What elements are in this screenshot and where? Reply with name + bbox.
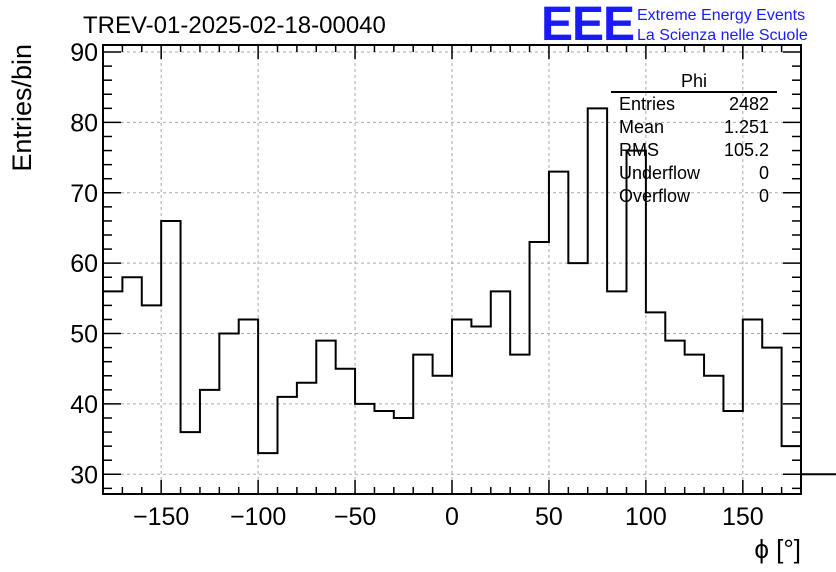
stats-label: Mean: [619, 117, 664, 137]
stats-value: 2482: [729, 94, 769, 114]
logo-line-2: La Scienza nelle Scuole: [637, 27, 808, 44]
x-tick-label: −150: [133, 503, 189, 531]
x-tick-label: 150: [722, 503, 764, 531]
stats-value: 105.2: [724, 140, 769, 160]
logo-line-1: Extreme Energy Events: [637, 7, 805, 24]
stats-label: Overflow: [619, 186, 691, 206]
stats-value: 0: [759, 186, 769, 206]
histogram-series: [103, 107, 836, 476]
y-tick-label: 90: [70, 39, 98, 67]
grid: [103, 45, 801, 494]
stats-value: 0: [759, 163, 769, 183]
y-tick-label: 30: [70, 461, 98, 489]
axis-ticks: [102, 45, 802, 494]
stats-value: 1.251: [724, 117, 769, 137]
x-tick-label: 0: [445, 503, 459, 531]
stats-box: Phi Entries 2482 Mean 1.251 RMS 105.2 Underflo…: [611, 71, 777, 206]
x-tick-label: −100: [230, 503, 286, 531]
x-tick-label: 100: [625, 503, 667, 531]
stats-label: Underflow: [619, 163, 701, 183]
x-tick-label: 50: [535, 503, 563, 531]
logo-mark: EEE: [541, 0, 634, 51]
stats-label: RMS: [619, 140, 659, 160]
y-tick-label: 40: [70, 391, 98, 419]
tick-labels: −150 −100 −50 0 50 100 150 30 40 50 60 70 80 90: [70, 39, 764, 531]
y-axis-label: Entries/bin: [7, 44, 37, 172]
chart-title: TREV-01-2025-02-18-00040: [83, 12, 386, 39]
y-tick-label: 80: [70, 109, 98, 137]
y-tick-label: 70: [70, 180, 98, 208]
eee-logo: EEE Extreme Energy Events La Scienza nel…: [541, 0, 808, 51]
x-axis-label: ϕ [°]: [754, 534, 801, 564]
y-tick-label: 50: [70, 321, 98, 349]
x-tick-label: −50: [334, 503, 376, 531]
y-tick-label: 60: [70, 250, 98, 278]
stats-title: Phi: [681, 71, 707, 91]
stats-label: Entries: [619, 94, 675, 114]
